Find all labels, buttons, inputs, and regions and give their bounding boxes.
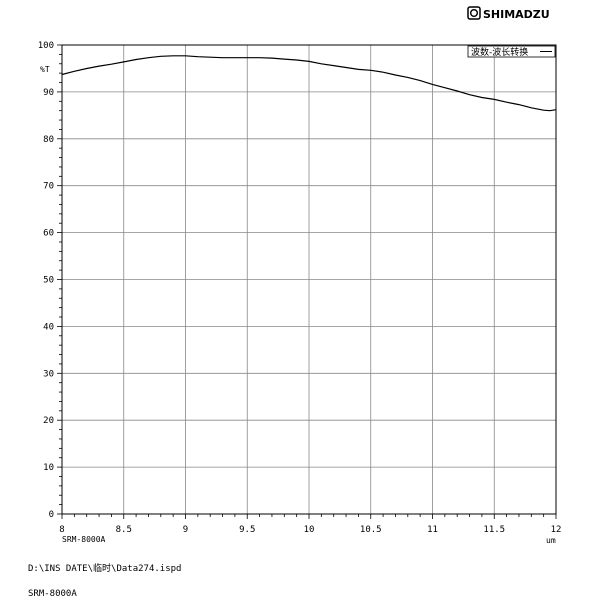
y-axis-ticks: 0 10 20 30 40 50 60 70 80 90 100 — [38, 41, 54, 520]
x-tick-label: 8.5 — [116, 525, 132, 535]
x-axis-label: um — [546, 536, 556, 545]
y-axis-minor-ticks — [57, 44, 557, 519]
brand-name: SHIMADZU — [483, 8, 550, 21]
y-tick-label: 0 — [49, 510, 54, 520]
x-tick-label: 8 — [59, 525, 64, 535]
y-tick-label: 90 — [43, 88, 54, 98]
y-tick-label: 70 — [43, 182, 54, 192]
x-tick-label: 10.5 — [360, 525, 382, 535]
x-tick-label: 9.5 — [239, 525, 255, 535]
y-tick-label: 80 — [43, 135, 54, 145]
x-tick-label: 11.5 — [483, 525, 505, 535]
y-tick-label: 50 — [43, 276, 54, 286]
file-path: D:\INS DATE\临时\Data274.ispd — [28, 564, 182, 574]
legend-box — [467, 45, 556, 58]
x-tick-label: 9 — [183, 525, 188, 535]
y-tick-label: 40 — [43, 322, 54, 332]
plot-grid — [61, 44, 557, 515]
x-tick-label: 10 — [304, 525, 315, 535]
y-tick-label: 10 — [43, 463, 54, 473]
instrument-name: SRM-8000A — [28, 589, 77, 599]
y-tick-label: 30 — [43, 369, 54, 379]
x-tick-label: 12 — [551, 525, 562, 535]
y-tick-label: 60 — [43, 229, 54, 239]
legend-label: 波数-波长转换 — [471, 46, 528, 58]
plot-inner-label: SRM-8000A — [62, 535, 106, 544]
y-axis-label: %T — [40, 65, 50, 74]
legend: 波数-波长转换 — [467, 45, 556, 58]
y-tick-label: 100 — [38, 41, 54, 51]
x-tick-label: 11 — [427, 525, 438, 535]
y-tick-label: 20 — [43, 416, 54, 426]
shimadzu-logo: SHIMADZU — [467, 6, 550, 21]
x-axis-ticks: 8 8.5 9 9.5 10 10.5 11 11.5 12 — [59, 525, 561, 535]
transmittance-line — [61, 55, 557, 112]
